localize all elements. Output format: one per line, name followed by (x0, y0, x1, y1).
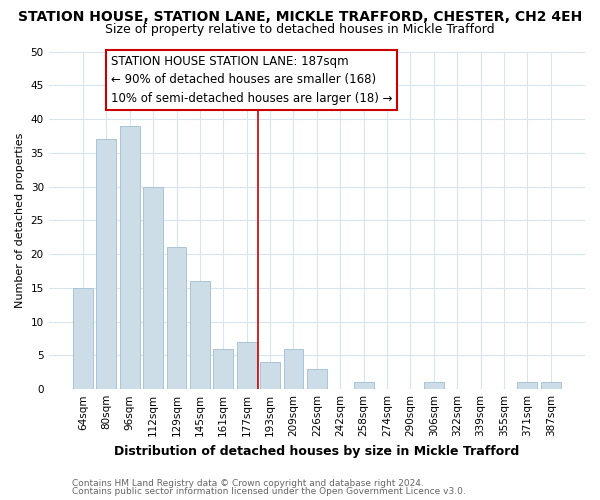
Bar (167, 248, 187, 389)
Bar (541, 382, 560, 389)
Bar (284, 348, 304, 389)
X-axis label: Distribution of detached houses by size in Mickle Trafford: Distribution of detached houses by size … (114, 444, 520, 458)
Bar (260, 362, 280, 389)
Bar (307, 369, 327, 389)
Bar (73, 288, 93, 389)
Bar (237, 342, 257, 389)
Bar (120, 126, 140, 389)
Bar (214, 348, 233, 389)
Y-axis label: Number of detached properties: Number of detached properties (15, 132, 25, 308)
Text: Size of property relative to detached houses in Mickle Trafford: Size of property relative to detached ho… (105, 22, 495, 36)
Bar (353, 382, 374, 389)
Bar (97, 140, 116, 389)
Bar (424, 382, 443, 389)
Text: STATION HOUSE STATION LANE: 187sqm
← 90% of detached houses are smaller (168)
10: STATION HOUSE STATION LANE: 187sqm ← 90%… (111, 55, 392, 105)
Text: Contains public sector information licensed under the Open Government Licence v3: Contains public sector information licen… (72, 487, 466, 496)
Bar (190, 281, 210, 389)
Text: Contains HM Land Registry data © Crown copyright and database right 2024.: Contains HM Land Registry data © Crown c… (72, 478, 424, 488)
Text: STATION HOUSE, STATION LANE, MICKLE TRAFFORD, CHESTER, CH2 4EH: STATION HOUSE, STATION LANE, MICKLE TRAF… (18, 10, 582, 24)
Bar (143, 186, 163, 389)
Bar (517, 382, 537, 389)
